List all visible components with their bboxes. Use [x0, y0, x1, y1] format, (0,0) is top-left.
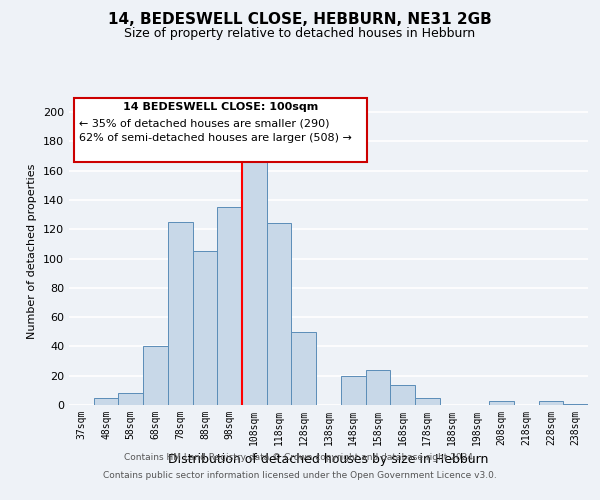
Bar: [292, 332, 316, 405]
Bar: [217, 208, 242, 405]
Text: 62% of semi-detached houses are larger (508) →: 62% of semi-detached houses are larger (…: [79, 134, 352, 143]
Text: 14 BEDESWELL CLOSE: 100sqm: 14 BEDESWELL CLOSE: 100sqm: [123, 102, 319, 112]
Text: Size of property relative to detached houses in Hebburn: Size of property relative to detached ho…: [124, 28, 476, 40]
Bar: [539, 400, 563, 405]
Text: ← 35% of detached houses are smaller (290): ← 35% of detached houses are smaller (29…: [79, 118, 329, 128]
Bar: [415, 398, 440, 405]
Text: 14, BEDESWELL CLOSE, HEBBURN, NE31 2GB: 14, BEDESWELL CLOSE, HEBBURN, NE31 2GB: [108, 12, 492, 28]
Bar: [390, 384, 415, 405]
Bar: [168, 222, 193, 405]
Bar: [143, 346, 168, 405]
Text: Contains public sector information licensed under the Open Government Licence v3: Contains public sector information licen…: [103, 471, 497, 480]
Text: Contains HM Land Registry data © Crown copyright and database right 2024.: Contains HM Land Registry data © Crown c…: [124, 452, 476, 462]
Bar: [489, 400, 514, 405]
Bar: [267, 224, 292, 405]
Bar: [118, 394, 143, 405]
X-axis label: Distribution of detached houses by size in Hebburn: Distribution of detached houses by size …: [169, 454, 488, 466]
Bar: [242, 160, 267, 405]
Y-axis label: Number of detached properties: Number of detached properties: [28, 164, 37, 339]
Bar: [563, 404, 588, 405]
Bar: [193, 251, 217, 405]
Bar: [341, 376, 365, 405]
Bar: [365, 370, 390, 405]
Bar: [94, 398, 118, 405]
